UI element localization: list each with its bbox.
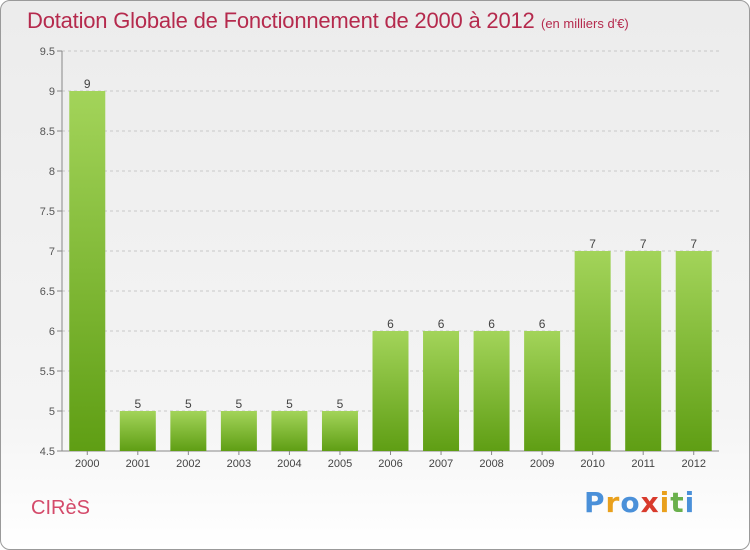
bar: [675, 251, 712, 451]
y-tick-label: 5: [49, 406, 55, 418]
bar: [473, 331, 510, 451]
y-tick-label: 9.5: [40, 46, 55, 58]
x-tick-label: 2000: [75, 458, 99, 470]
y-tick-label: 8: [49, 166, 55, 178]
y-tick-label: 6.5: [40, 286, 55, 298]
x-tick-label: 2008: [479, 458, 503, 470]
bar: [372, 331, 409, 451]
x-tick-label: 2007: [429, 458, 453, 470]
data-label: 6: [488, 317, 495, 331]
y-tick-label: 6: [49, 326, 55, 338]
data-label: 7: [589, 237, 596, 251]
data-label: 5: [185, 397, 192, 411]
data-label: 5: [236, 397, 243, 411]
y-tick-label: 4.5: [40, 446, 55, 458]
x-tick-label: 2004: [277, 458, 301, 470]
bar: [625, 251, 662, 451]
x-tick-label: 2006: [378, 458, 402, 470]
bar: [423, 331, 460, 451]
y-tick-label: 5.5: [40, 366, 55, 378]
bar: [119, 411, 156, 451]
x-tick-label: 2009: [530, 458, 554, 470]
bar: [574, 251, 611, 451]
data-label: 5: [337, 397, 344, 411]
x-tick-label: 2001: [126, 458, 150, 470]
data-label: 6: [438, 317, 445, 331]
bar: [524, 331, 561, 451]
proxiti-logo: Proxiti: [584, 486, 696, 519]
y-tick-label: 9: [49, 86, 55, 98]
chart-title: Dotation Globale de Fonctionnement de 20…: [27, 8, 535, 33]
bar: [69, 91, 106, 451]
x-tick-label: 2002: [176, 458, 200, 470]
data-label: 5: [134, 397, 141, 411]
x-tick-label: 2010: [580, 458, 604, 470]
bar: [271, 411, 308, 451]
x-tick-label: 2005: [328, 458, 352, 470]
x-tick-label: 2011: [631, 458, 655, 470]
data-label: 6: [539, 317, 546, 331]
data-label: 5: [286, 397, 293, 411]
chart-unit: (en milliers d'€): [541, 16, 629, 31]
data-label: 7: [690, 237, 697, 251]
bar: [321, 411, 358, 451]
data-label: 6: [387, 317, 394, 331]
bar: [220, 411, 257, 451]
x-tick-label: 2003: [227, 458, 251, 470]
y-tick-label: 7: [49, 246, 55, 258]
data-label: 9: [84, 77, 91, 91]
y-tick-label: 8.5: [40, 126, 55, 138]
y-tick-label: 7.5: [40, 206, 55, 218]
bar: [170, 411, 207, 451]
place-name: CIRèS: [31, 497, 90, 519]
data-label: 7: [640, 237, 647, 251]
x-tick-label: 2012: [681, 458, 705, 470]
